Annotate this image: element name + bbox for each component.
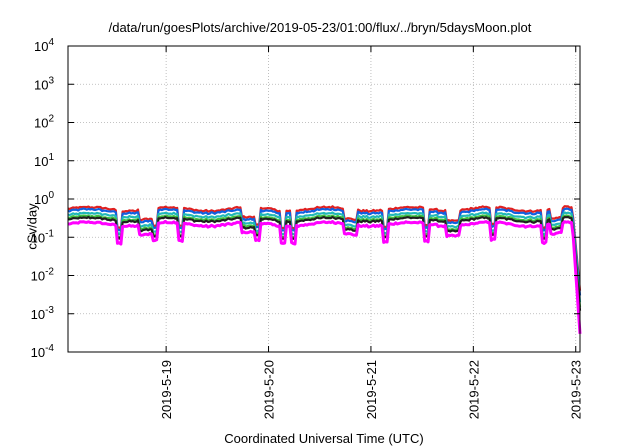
series-line <box>67 211 582 303</box>
y-tick-label: 101 <box>34 152 54 169</box>
y-tick-label: 10-2 <box>31 267 55 284</box>
x-tick-label: 2019-5-20 <box>262 360 277 419</box>
chart-title: /data/run/goesPlots/archive/2019-05-23/0… <box>108 20 532 35</box>
x-axis-label: Coordinated Universal Time (UTC) <box>224 431 424 446</box>
y-tick-label: 103 <box>34 75 54 92</box>
y-tick-label: 10-1 <box>31 228 55 245</box>
y-tick-label: 100 <box>34 190 54 207</box>
y-tick-label: 10-4 <box>31 343 55 360</box>
x-tick-label: 2019-5-22 <box>466 360 481 419</box>
x-tick-label: 2019-5-23 <box>569 360 584 419</box>
y-tick-label: 104 <box>34 37 54 54</box>
x-tick-label: 2019-5-19 <box>159 360 174 419</box>
y-tick-label: 102 <box>34 114 54 131</box>
y-axis-label: cSv/day <box>24 203 40 250</box>
series-line <box>67 219 582 334</box>
series-line <box>67 215 582 311</box>
x-tick-label: 2019-5-21 <box>364 360 379 419</box>
y-tick-label: 10-3 <box>31 305 55 322</box>
